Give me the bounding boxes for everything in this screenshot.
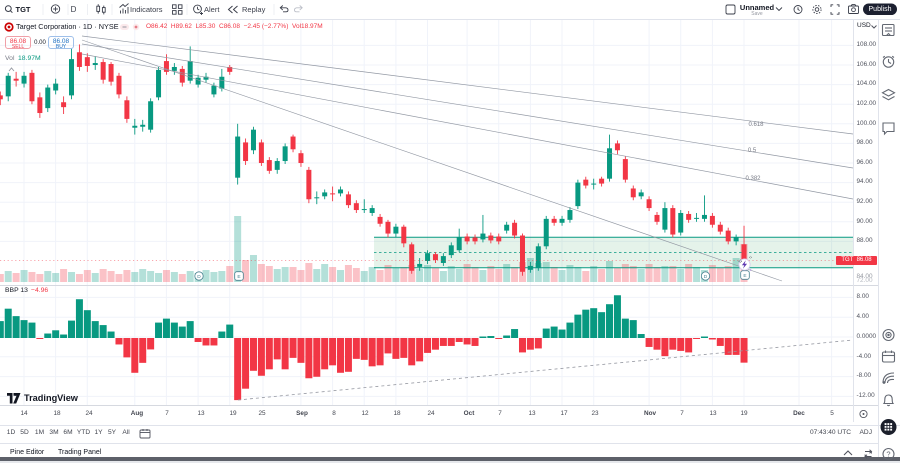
svg-text:D: D bbox=[704, 274, 708, 280]
svg-text:E: E bbox=[743, 273, 746, 279]
svg-text:?: ? bbox=[886, 450, 890, 459]
svg-text:D: D bbox=[197, 274, 201, 280]
svg-text:E: E bbox=[237, 274, 240, 280]
